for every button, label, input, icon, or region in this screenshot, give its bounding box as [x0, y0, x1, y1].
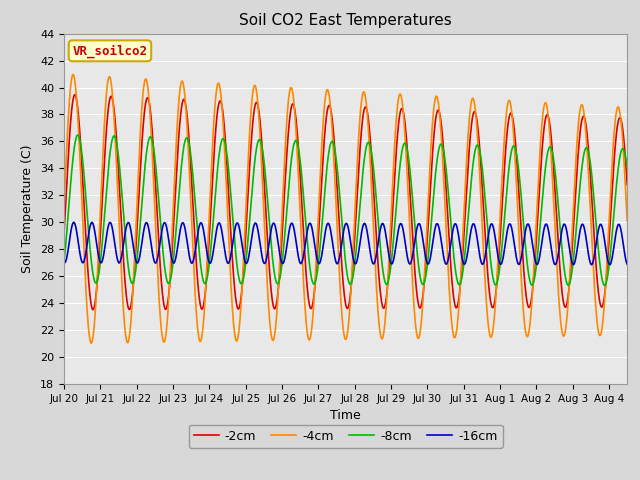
-4cm: [173, 134, 180, 140]
-8cm: [162, 271, 170, 276]
-4cm: [223, 204, 231, 209]
Line: -8cm: -8cm: [64, 135, 627, 286]
-2cm: [275, 286, 282, 291]
X-axis label: Time: Time: [330, 409, 361, 422]
-2cm: [550, 162, 557, 168]
Line: -2cm: -2cm: [64, 95, 627, 310]
-16cm: [623, 262, 631, 267]
-8cm: [549, 153, 557, 158]
-16cm: [70, 219, 77, 225]
-8cm: [172, 227, 180, 232]
-2cm: [162, 306, 170, 312]
-16cm: [486, 223, 494, 228]
-4cm: [162, 332, 170, 337]
-16cm: [162, 221, 170, 227]
-4cm: [88, 340, 95, 346]
-2cm: [487, 300, 495, 306]
Text: VR_soilco2: VR_soilco2: [72, 44, 147, 58]
-4cm: [623, 218, 631, 224]
-16cm: [606, 262, 614, 268]
-16cm: [274, 240, 282, 245]
-2cm: [223, 167, 231, 173]
-16cm: [549, 256, 557, 262]
-4cm: [69, 72, 77, 77]
-4cm: [275, 286, 282, 291]
-8cm: [600, 283, 608, 288]
-8cm: [623, 165, 631, 171]
-16cm: [172, 253, 180, 259]
-8cm: [74, 132, 81, 138]
-16cm: [60, 259, 68, 265]
-2cm: [173, 170, 180, 176]
-16cm: [223, 258, 230, 264]
-2cm: [60, 231, 68, 237]
-2cm: [623, 182, 631, 188]
-4cm: [60, 206, 68, 212]
Line: -4cm: -4cm: [64, 74, 627, 343]
-8cm: [60, 259, 68, 265]
-2cm: [90, 307, 97, 312]
Line: -16cm: -16cm: [64, 222, 627, 265]
-8cm: [486, 257, 494, 263]
-4cm: [487, 335, 495, 340]
Legend: -2cm, -4cm, -8cm, -16cm: -2cm, -4cm, -8cm, -16cm: [189, 425, 502, 448]
Y-axis label: Soil Temperature (C): Soil Temperature (C): [22, 144, 35, 273]
-4cm: [550, 193, 557, 199]
-8cm: [274, 281, 282, 287]
-2cm: [71, 92, 79, 97]
-8cm: [223, 151, 230, 157]
Title: Soil CO2 East Temperatures: Soil CO2 East Temperatures: [239, 13, 452, 28]
